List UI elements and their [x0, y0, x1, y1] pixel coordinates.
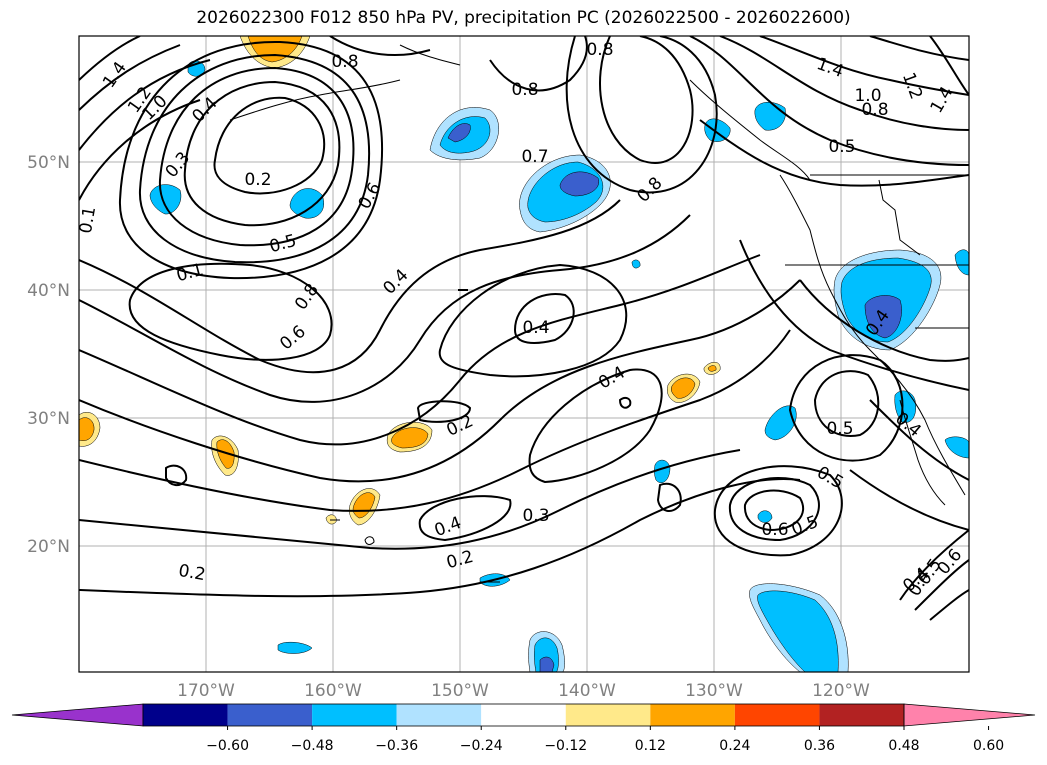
- colorbar: [11, 703, 1036, 727]
- colorbar-segment: [565, 704, 651, 726]
- colorbar-tick-label: −0.36: [375, 738, 418, 754]
- coastlines: [229, 44, 969, 583]
- colorbar-segment: [312, 704, 397, 726]
- lon-label-160w: 160°W: [304, 681, 362, 701]
- contour-label: 0.4: [522, 318, 549, 338]
- contour-label: 1.0: [854, 86, 881, 106]
- contour-label: 0.8: [331, 52, 358, 72]
- precip-negative-areas: [149, 60, 969, 672]
- colorbar-segment: [396, 704, 482, 726]
- colorbar-extend-high: [903, 703, 1036, 727]
- contour-label: 0.5: [828, 137, 855, 157]
- lat-label-50n: 50°N: [27, 153, 70, 173]
- lon-label-170w: 170°W: [177, 681, 235, 701]
- contour-label: 0.2: [177, 561, 207, 585]
- contour-label: 0.8: [861, 100, 888, 120]
- colorbar-tick-label: 0.48: [888, 738, 919, 754]
- precip-positive-areas: [79, 36, 721, 526]
- lon-label-140w: 140°W: [558, 681, 616, 701]
- colorbar-extend-low: [11, 703, 144, 727]
- contour-label: 0.5: [826, 419, 853, 439]
- contour-label: 0.8: [586, 40, 613, 60]
- map-title: 2026022300 F012 850 hPa PV, precipitatio…: [196, 8, 851, 28]
- colorbar-tick-label: 0.12: [635, 738, 666, 754]
- colorbar-tick-label: −0.24: [460, 738, 503, 754]
- colorbar-tick-label: 0.36: [804, 738, 835, 754]
- gridlines: [79, 36, 969, 672]
- longitude-labels: 170°W 160°W 150°W 140°W 130°W 120°W: [177, 681, 870, 701]
- lon-label-130w: 130°W: [685, 681, 743, 701]
- colorbar-segment: [650, 704, 735, 726]
- colorbar-tick-label: −0.60: [206, 738, 249, 754]
- colorbar-segment: [734, 704, 820, 726]
- contour-label: 0.3: [522, 506, 549, 526]
- colorbar-tick-label: −0.12: [544, 738, 587, 754]
- lat-label-30n: 30°N: [27, 409, 70, 429]
- colorbar-tick-label: 0.24: [719, 738, 750, 754]
- map-area: [79, 36, 969, 672]
- colorbar-segment: [227, 704, 313, 726]
- contour-label: 0.2: [244, 170, 271, 190]
- contour-label: 0.7: [521, 147, 548, 167]
- colorbar-ticks: −0.60 −0.48 −0.36 −0.24 −0.12 0.12 0.24 0.36 0.4…: [206, 726, 1004, 754]
- colorbar-segment: [481, 704, 566, 726]
- contour-label: 0.1: [76, 205, 100, 235]
- pv-contours: [79, 36, 969, 621]
- lon-label-120w: 120°W: [812, 681, 870, 701]
- lat-label-40n: 40°N: [27, 281, 70, 301]
- map-frame: [78, 35, 970, 673]
- colorbar-segment: [143, 704, 228, 726]
- colorbar-segment: [819, 704, 904, 726]
- latitude-labels: 50°N 40°N 30°N 20°N: [27, 153, 70, 557]
- lon-label-150w: 150°W: [431, 681, 489, 701]
- lat-label-20n: 20°N: [27, 537, 70, 557]
- contour-label: 0.8: [511, 80, 538, 100]
- colorbar-tick-label: −0.48: [291, 738, 334, 754]
- colorbar-tick-label: 0.60: [973, 738, 1004, 754]
- contour-label: 0.6: [761, 520, 788, 540]
